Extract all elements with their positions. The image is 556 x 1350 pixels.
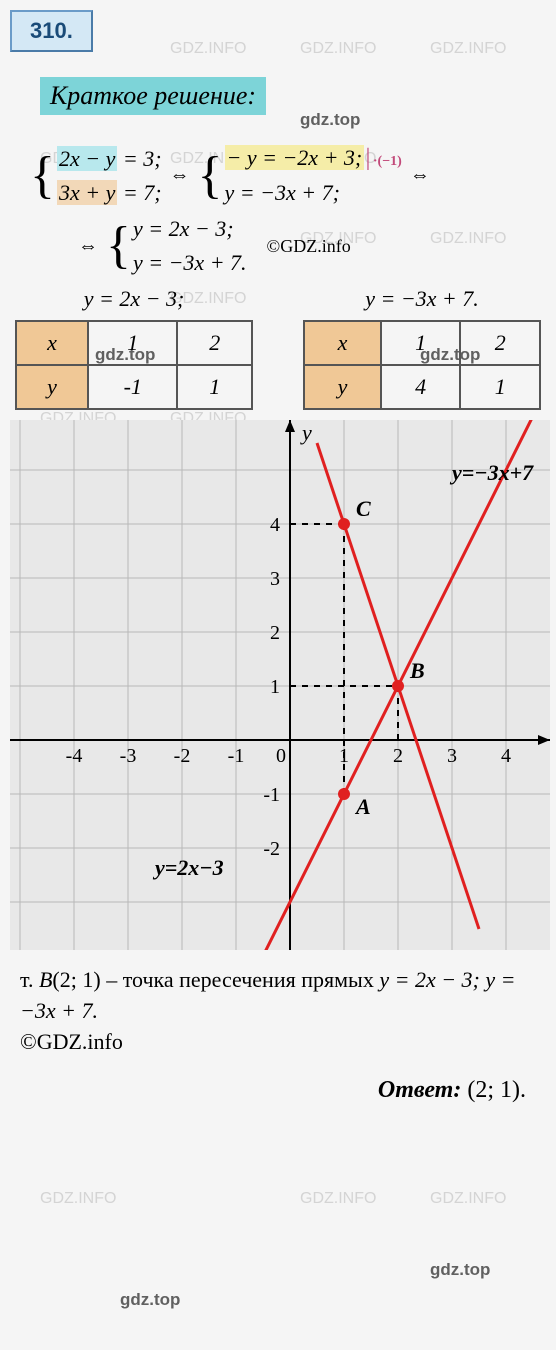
table-cell: -1 (88, 365, 177, 409)
svg-text:y=−3x+7: y=−3x+7 (449, 460, 534, 485)
eq-term: y = −3x + 7. (133, 250, 247, 276)
multiply-note: ·(−1) (373, 154, 402, 169)
copyright-text: ©GDZ.info (20, 1029, 123, 1054)
eq-term: − y = −2x + 3; (225, 145, 365, 170)
watermark: GDZ.INFO (300, 40, 376, 58)
watermark: GDZ.INFO (170, 40, 246, 58)
svg-text:3: 3 (270, 568, 280, 590)
table-cell: 4 (381, 365, 461, 409)
table-cell: 1 (460, 365, 540, 409)
svg-text:y=2x−3: y=2x−3 (152, 855, 224, 880)
svg-text:-1: -1 (228, 745, 245, 767)
table-cell: 1 (381, 321, 461, 365)
table-cell: 2 (177, 321, 252, 365)
value-table-right: x 1 2 y 4 1 (303, 320, 541, 410)
watermark-top: gdz.top (430, 1260, 490, 1280)
table-cell: 1 (88, 321, 177, 365)
eq-term: 2x − y (57, 146, 117, 171)
table-equation-right: y = −3x + 7. (303, 286, 541, 312)
svg-text:B: B (409, 658, 425, 683)
solution-title: Краткое решение: (40, 77, 266, 115)
svg-text:2: 2 (393, 745, 403, 767)
copyright-text: ©GDZ.info (267, 236, 351, 257)
svg-text:y: y (300, 420, 312, 445)
svg-text:4: 4 (501, 745, 511, 767)
svg-text:-2: -2 (263, 838, 280, 860)
equation-row-1: { 2x − y = 3; 3x + y = 7; ⇔ { − y = −2x … (30, 145, 526, 206)
svg-text:-3: -3 (120, 745, 137, 767)
svg-text:2: 2 (270, 622, 280, 644)
table-cell: 1 (177, 365, 252, 409)
svg-text:-1: -1 (263, 784, 280, 806)
task-number-badge: 310. (10, 10, 93, 52)
svg-text:4: 4 (270, 514, 280, 536)
eq-term: 3x + y (57, 180, 117, 205)
graph-chart: -4-3-2-11234-2-112340yy=−3x+7y=2x−3ABC (10, 420, 550, 950)
eq-term: y = 2x − 3; (133, 216, 247, 242)
table-header: y (16, 365, 88, 409)
table-header: x (16, 321, 88, 365)
svg-text:A: A (354, 794, 371, 819)
value-table-left: x 1 2 y -1 1 (15, 320, 253, 410)
table-header: y (304, 365, 381, 409)
svg-text:C: C (356, 496, 371, 521)
eq-term: y = −3x + 7; (225, 180, 402, 206)
table-cell: 2 (460, 321, 540, 365)
watermark: GDZ.INFO (430, 40, 506, 58)
watermark-top: gdz.top (120, 1290, 180, 1310)
conclusion-text: т. B(2; 1) – точка пересечения прямых y … (20, 965, 536, 1057)
svg-text:1: 1 (270, 676, 280, 698)
svg-text:-2: -2 (174, 745, 191, 767)
answer-line: Ответ: (2; 1). (30, 1077, 526, 1104)
watermark: GDZ.INFO (40, 1190, 116, 1208)
table-equation-left: y = 2x − 3; (15, 286, 253, 312)
watermark: GDZ.INFO (300, 1190, 376, 1208)
svg-text:0: 0 (276, 745, 286, 767)
svg-text:-4: -4 (66, 745, 83, 767)
table-header: x (304, 321, 381, 365)
equation-row-2: ⇔ { y = 2x − 3; y = −3x + 7. ©GDZ.info (70, 216, 526, 276)
tables-container: y = 2x − 3; x 1 2 y -1 1 y = −3x + 7. x … (15, 286, 541, 410)
watermark: GDZ.INFO (430, 1190, 506, 1208)
svg-text:3: 3 (447, 745, 457, 767)
